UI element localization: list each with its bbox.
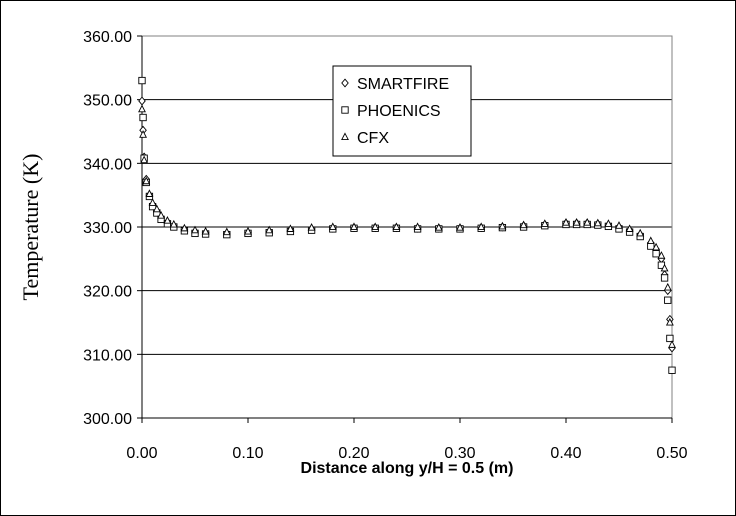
x-tick-label: 0.30 — [444, 445, 475, 462]
y-tick-label: 310.00 — [83, 347, 132, 364]
x-tick-label: 0.40 — [550, 445, 581, 462]
legend-marker-phoenics — [341, 106, 349, 114]
data-point-phoenics — [668, 366, 676, 374]
data-point-cfx — [615, 221, 623, 229]
data-point-cfx — [477, 222, 486, 231]
y-tick-label: 340.00 — [83, 156, 132, 173]
data-point-cfx — [138, 104, 146, 113]
legend-label-smartfire: SMARTFIRE — [357, 76, 449, 93]
data-point-cfx — [652, 242, 661, 251]
legend-label-phoenics: PHOENICS — [357, 103, 441, 120]
legend-box — [332, 65, 472, 157]
data-point-cfx — [180, 223, 189, 232]
data-point-cfx — [583, 217, 592, 226]
data-point-cfx — [540, 219, 549, 227]
data-point-cfx — [201, 226, 210, 235]
legend-marker-smartfire — [341, 78, 349, 88]
data-point-cfx — [222, 227, 231, 236]
data-point-cfx — [140, 155, 149, 164]
data-point-cfx — [657, 251, 666, 259]
data-point-cfx — [519, 220, 528, 229]
y-tick-label: 300.00 — [83, 411, 132, 428]
series-cfx — [138, 104, 676, 348]
data-point-phoenics — [139, 113, 147, 122]
data-point-cfx — [498, 221, 507, 230]
x-tick-label: 0.20 — [338, 445, 369, 462]
x-tick-label: 0.50 — [656, 445, 687, 462]
data-point-cfx — [593, 218, 602, 227]
data-point-phoenics — [660, 274, 669, 282]
y-tick-label: 350.00 — [83, 93, 132, 110]
data-point-phoenics — [666, 334, 674, 343]
y-tick-label: 360.00 — [83, 29, 132, 46]
data-point-cfx — [392, 222, 401, 231]
legend: SMARTFIRE PHOENICS CFX — [332, 65, 472, 157]
data-point-cfx — [665, 317, 674, 326]
legend-label-cfx: CFX — [357, 130, 389, 147]
data-point-cfx — [265, 225, 274, 234]
x-tick-label: 0.10 — [232, 445, 263, 462]
data-point-cfx — [663, 282, 672, 291]
data-point-cfx — [350, 222, 358, 231]
data-point-cfx — [562, 217, 570, 226]
data-point-cfx — [572, 217, 581, 226]
data-point-cfx — [244, 226, 252, 235]
y-tick-label: 330.00 — [83, 220, 132, 237]
y-axis-label: Temperature (K) — [18, 154, 43, 301]
legend-marker-cfx — [341, 132, 349, 141]
data-point-phoenics — [652, 250, 660, 258]
data-point-cfx — [413, 222, 422, 231]
data-point-cfx — [604, 219, 613, 227]
x-axis-label: Distance along y/H = 0.5 (m) — [301, 460, 514, 477]
data-point-phoenics — [664, 296, 672, 304]
data-point-cfx — [307, 223, 316, 231]
data-point-cfx — [157, 210, 166, 219]
data-point-cfx — [456, 223, 464, 231]
data-point-cfx — [668, 340, 676, 348]
data-point-cfx — [169, 219, 178, 228]
data-point-cfx — [328, 222, 337, 231]
data-points — [138, 76, 676, 374]
data-point-cfx — [646, 236, 655, 245]
data-point-cfx — [286, 224, 295, 232]
data-point-cfx — [145, 189, 154, 197]
data-point-cfx — [148, 198, 157, 206]
data-point-cfx — [163, 216, 172, 224]
data-point-cfx — [191, 225, 199, 234]
data-point-cfx — [142, 176, 151, 185]
data-point-cfx — [625, 224, 634, 232]
x-tick-labels: 0.00 0.10 0.20 0.30 0.40 0.50 — [126, 445, 687, 462]
y-tick-label: 320.00 — [83, 284, 132, 301]
data-point-cfx — [660, 263, 669, 272]
data-point-cfx — [139, 130, 147, 138]
data-point-cfx — [434, 223, 443, 231]
x-tick-label: 0.00 — [126, 445, 157, 462]
data-point-cfx — [152, 204, 161, 213]
data-point-cfx — [371, 222, 380, 231]
y-tick-labels: 300.00 310.00 320.00 330.00 340.00 350.00 360.… — [83, 29, 132, 428]
data-point-smartfire — [138, 96, 146, 106]
data-point-phoenics — [138, 76, 146, 85]
data-point-cfx — [636, 228, 645, 237]
